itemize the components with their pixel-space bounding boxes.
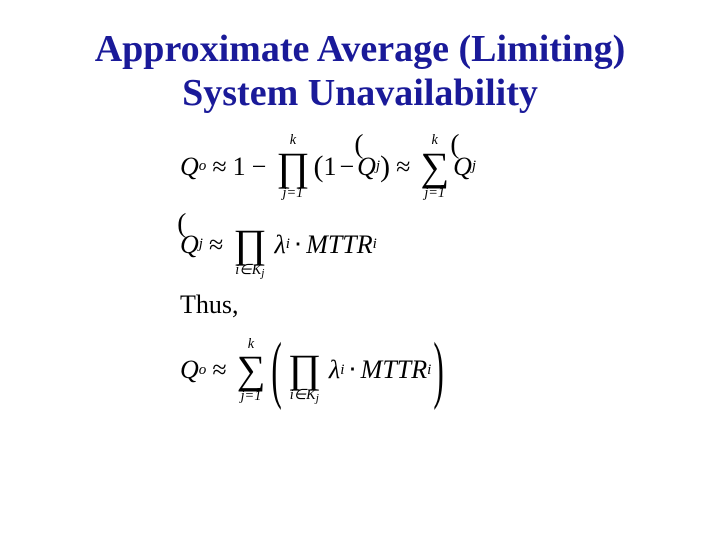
prod-sign-2: ∏ bbox=[233, 226, 266, 262]
slide-title: Approximate Average (Limiting) System Un… bbox=[40, 28, 680, 115]
cdot-2: ⋅ bbox=[344, 355, 360, 385]
qhat-j-3: Q bbox=[180, 230, 199, 260]
mttr-1: MTTR bbox=[306, 230, 372, 260]
sum-sign-1: ∑ bbox=[420, 149, 449, 185]
prod-sign-1: ∏ bbox=[276, 149, 309, 185]
slide: Approximate Average (Limiting) System Un… bbox=[0, 0, 720, 540]
sub-o-2: o bbox=[199, 362, 207, 379]
equation-3: Qo ≈ k ∑ j=1 ( ∏ i∈Kj λi ⋅ MTTRi ) bbox=[180, 336, 680, 405]
lambda-2: λ bbox=[329, 355, 340, 385]
prod-i-1: ∏ i∈Kj bbox=[233, 210, 266, 279]
equation-2: Qj ≈ ∏ i∈Kj λi ⋅ MTTRi bbox=[180, 210, 680, 279]
prod-lower-j1-1: j=1 bbox=[282, 186, 303, 200]
sum-lower-j1-2: j=1 bbox=[241, 389, 262, 403]
sum-lower-j1-1: j=1 bbox=[424, 186, 445, 200]
var-Q-2: Q bbox=[180, 355, 199, 385]
var-Q: Q bbox=[180, 152, 199, 182]
prod-sign-3: ∏ bbox=[288, 351, 321, 387]
sub-i-4: i bbox=[427, 362, 431, 379]
cdot-1: ⋅ bbox=[290, 230, 306, 260]
approx-3: ≈ bbox=[203, 230, 229, 260]
one-1: 1 bbox=[233, 152, 246, 182]
minus-1: − bbox=[246, 152, 273, 182]
mttr-2: MTTR bbox=[361, 355, 427, 385]
big-lparen: ( bbox=[271, 327, 281, 413]
approx-2: ≈ bbox=[390, 152, 416, 182]
title-line-1: Approximate Average (Limiting) bbox=[95, 28, 626, 70]
sub-j-2: j bbox=[472, 158, 476, 175]
lambda-1: λ bbox=[274, 230, 285, 260]
equation-1: Qo ≈ 1 − k ∏ j=1 (1 − Qj ) ≈ k ∑ j=1 Qj bbox=[180, 133, 680, 200]
sum-sign-2: ∑ bbox=[237, 352, 266, 388]
one-2: 1 bbox=[323, 152, 336, 182]
sum-j-2: k ∑ j=1 bbox=[237, 337, 266, 404]
sub-o: o bbox=[199, 158, 207, 175]
approx-4: ≈ bbox=[206, 355, 232, 385]
prod-j-1: k ∏ j=1 bbox=[276, 133, 309, 200]
qhat-j-1: Q bbox=[357, 152, 376, 182]
prod-i-2: ∏ i∈Kj bbox=[288, 336, 321, 405]
qhat-j-2: Q bbox=[453, 152, 472, 182]
big-rparen: ) bbox=[433, 327, 443, 413]
prod-lower-iKj-1: i∈Kj bbox=[235, 263, 264, 280]
sub-i-2: i bbox=[373, 236, 377, 253]
rparen-1: ) bbox=[380, 150, 390, 184]
lparen-1: ( bbox=[313, 150, 323, 184]
approx-1: ≈ bbox=[206, 152, 232, 182]
thus-text: Thus, bbox=[180, 290, 680, 320]
title-line-2: System Unavailability bbox=[182, 72, 538, 114]
math-block: Qo ≈ 1 − k ∏ j=1 (1 − Qj ) ≈ k ∑ j=1 Qj … bbox=[180, 133, 680, 404]
sum-j-1: k ∑ j=1 bbox=[420, 133, 449, 200]
prod-lower-iKj-2: i∈Kj bbox=[290, 388, 319, 405]
